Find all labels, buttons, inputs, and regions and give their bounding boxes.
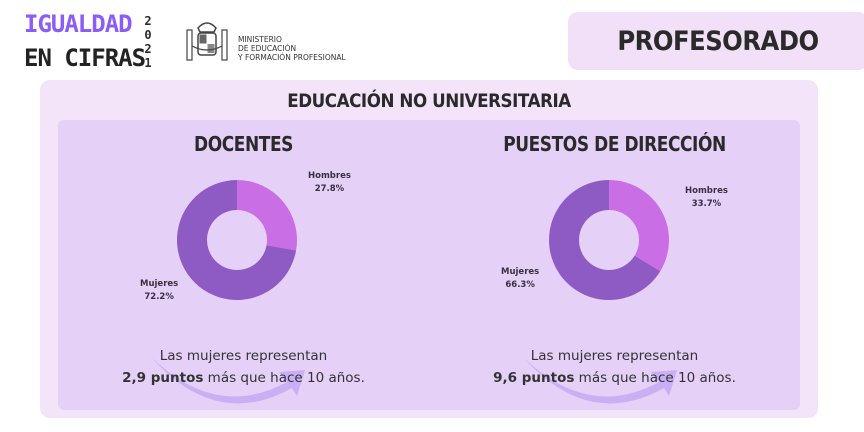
brand-title-line2: EN CIFRAS <box>24 44 146 72</box>
ministry-line: DE EDUCACIÓN <box>238 44 297 53</box>
ministry-line: MINISTERIO <box>238 35 282 44</box>
year-digit: 1 <box>144 56 152 70</box>
comparison-note: Las mujeres representan 2,9 puntos más qu… <box>122 348 365 386</box>
year-digit: 2 <box>144 42 152 56</box>
donut-slice-hombres <box>237 180 297 251</box>
donut-slice-mujeres <box>549 180 661 300</box>
section-title-box: PROFESORADO <box>568 12 864 70</box>
outer-panel: EDUCACIÓN NO UNIVERSITARIA DOCENTES Homb… <box>40 80 818 418</box>
year-digit: 0 <box>144 28 152 42</box>
chart-title: PUESTOS DE DIRECCIÓN <box>503 132 726 156</box>
brand-year: 2 0 2 1 <box>142 14 154 70</box>
donut-slice-mujeres <box>177 180 297 300</box>
panel-title: EDUCACIÓN NO UNIVERSITARIA <box>287 90 571 112</box>
label-hombres: Hombres 33.7% <box>685 186 728 209</box>
ministry-name: MINISTERIO DE EDUCACIÓN Y FORMACIÓN PROF… <box>238 35 346 62</box>
ministry-line: Y FORMACIÓN PROFESIONAL <box>238 53 346 62</box>
docentes-donut-chart <box>152 180 305 404</box>
donut-slice-hombres <box>609 180 669 272</box>
trend-arrow-icon <box>524 358 677 404</box>
year-digit: 2 <box>144 14 152 28</box>
inner-panel: DOCENTES Hombres 27.8% Mujeres 72.2% Las m… <box>58 120 800 410</box>
chart-title: DOCENTES <box>194 132 293 156</box>
docentes-section: DOCENTES Hombres 27.8% Mujeres 72.2% Las m… <box>58 120 429 410</box>
trend-arrow-icon <box>152 358 305 404</box>
comparison-note: Las mujeres representan 9,6 puntos más qu… <box>493 348 736 386</box>
direccion-donut-chart <box>524 180 677 404</box>
brand-title-line1: IGUALDAD <box>24 10 133 38</box>
section-title: PROFESORADO <box>617 25 819 57</box>
direccion-section: PUESTOS DE DIRECCIÓN Hombres 33.7% Mujere… <box>429 120 800 410</box>
label-mujeres: Mujeres 72.2% <box>140 279 179 302</box>
label-mujeres: Mujeres 66.3% <box>501 267 540 290</box>
label-hombres: Hombres 27.8% <box>308 171 351 194</box>
coat-of-arms-logo <box>186 22 228 61</box>
